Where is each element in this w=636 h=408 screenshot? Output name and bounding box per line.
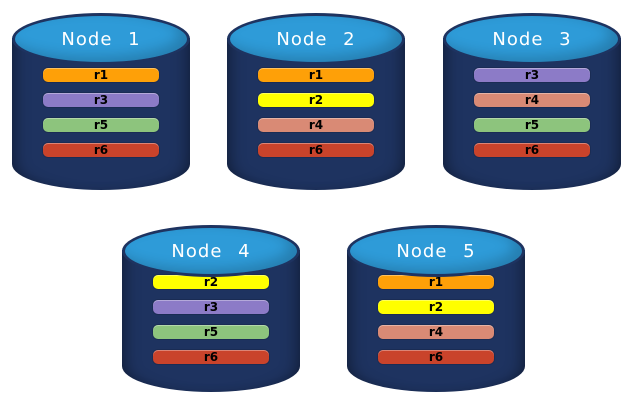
node-title: Node 2 [276, 28, 356, 50]
replica-label: r4 [428, 325, 444, 339]
replica-bar-r1: r1 [378, 275, 494, 289]
database-node: r2 r3 r5 r6 Node 4 [122, 225, 300, 392]
replica-label: r1 [308, 68, 324, 82]
replica-bar-r3: r3 [474, 68, 590, 82]
replica-bar-r6: r6 [474, 143, 590, 157]
replica-list: r3 r4 r5 r6 [443, 68, 621, 168]
node-title: Node 4 [171, 240, 251, 262]
database-node: r1 r3 r5 r6 Node 1 [12, 13, 190, 190]
replica-label: r3 [93, 93, 109, 107]
node-title: Node 3 [492, 28, 572, 50]
cylinder-top-icon: Node 4 [122, 225, 300, 277]
replica-bar-r5: r5 [474, 118, 590, 132]
replica-label: r1 [93, 68, 109, 82]
replica-label: r5 [93, 118, 109, 132]
replica-bar-r6: r6 [258, 143, 374, 157]
node-title: Node 1 [61, 28, 141, 50]
cylinder-top-icon: Node 5 [347, 225, 525, 277]
cylinder-top-icon: Node 2 [227, 13, 405, 65]
cylinder-top-icon: Node 3 [443, 13, 621, 65]
cylinder-top-icon: Node 1 [12, 13, 190, 65]
replica-bar-r4: r4 [258, 118, 374, 132]
replica-bar-r6: r6 [153, 350, 269, 364]
replica-label: r5 [524, 118, 540, 132]
database-node: r1 r2 r4 r6 Node 5 [347, 225, 525, 392]
replica-label: r6 [93, 143, 109, 157]
node-title: Node 5 [396, 240, 476, 262]
replica-label: r6 [524, 143, 540, 157]
replica-bar-r3: r3 [153, 300, 269, 314]
replica-label: r2 [308, 93, 324, 107]
replica-bar-r5: r5 [43, 118, 159, 132]
replica-bar-r4: r4 [474, 93, 590, 107]
replica-label: r6 [308, 143, 324, 157]
replica-label: r6 [428, 350, 444, 364]
replica-bar-r5: r5 [153, 325, 269, 339]
database-node: r3 r4 r5 r6 Node 3 [443, 13, 621, 190]
replica-bar-r6: r6 [43, 143, 159, 157]
replica-bar-r2: r2 [153, 275, 269, 289]
replica-label: r3 [524, 68, 540, 82]
replica-label: r2 [428, 300, 444, 314]
database-node: r1 r2 r4 r6 Node 2 [227, 13, 405, 190]
replica-bar-r4: r4 [378, 325, 494, 339]
replica-label: r1 [428, 275, 444, 289]
replica-label: r5 [203, 325, 219, 339]
replica-list: r1 r3 r5 r6 [12, 68, 190, 168]
replica-list: r2 r3 r5 r6 [122, 275, 300, 375]
replica-label: r6 [203, 350, 219, 364]
replica-bar-r6: r6 [378, 350, 494, 364]
replica-bar-r2: r2 [258, 93, 374, 107]
replica-list: r1 r2 r4 r6 [347, 275, 525, 375]
replica-bar-r1: r1 [258, 68, 374, 82]
replica-label: r4 [524, 93, 540, 107]
replica-bar-r3: r3 [43, 93, 159, 107]
replica-label: r2 [203, 275, 219, 289]
replica-bar-r2: r2 [378, 300, 494, 314]
replica-bar-r1: r1 [43, 68, 159, 82]
replica-list: r1 r2 r4 r6 [227, 68, 405, 168]
replica-label: r4 [308, 118, 324, 132]
replica-label: r3 [203, 300, 219, 314]
